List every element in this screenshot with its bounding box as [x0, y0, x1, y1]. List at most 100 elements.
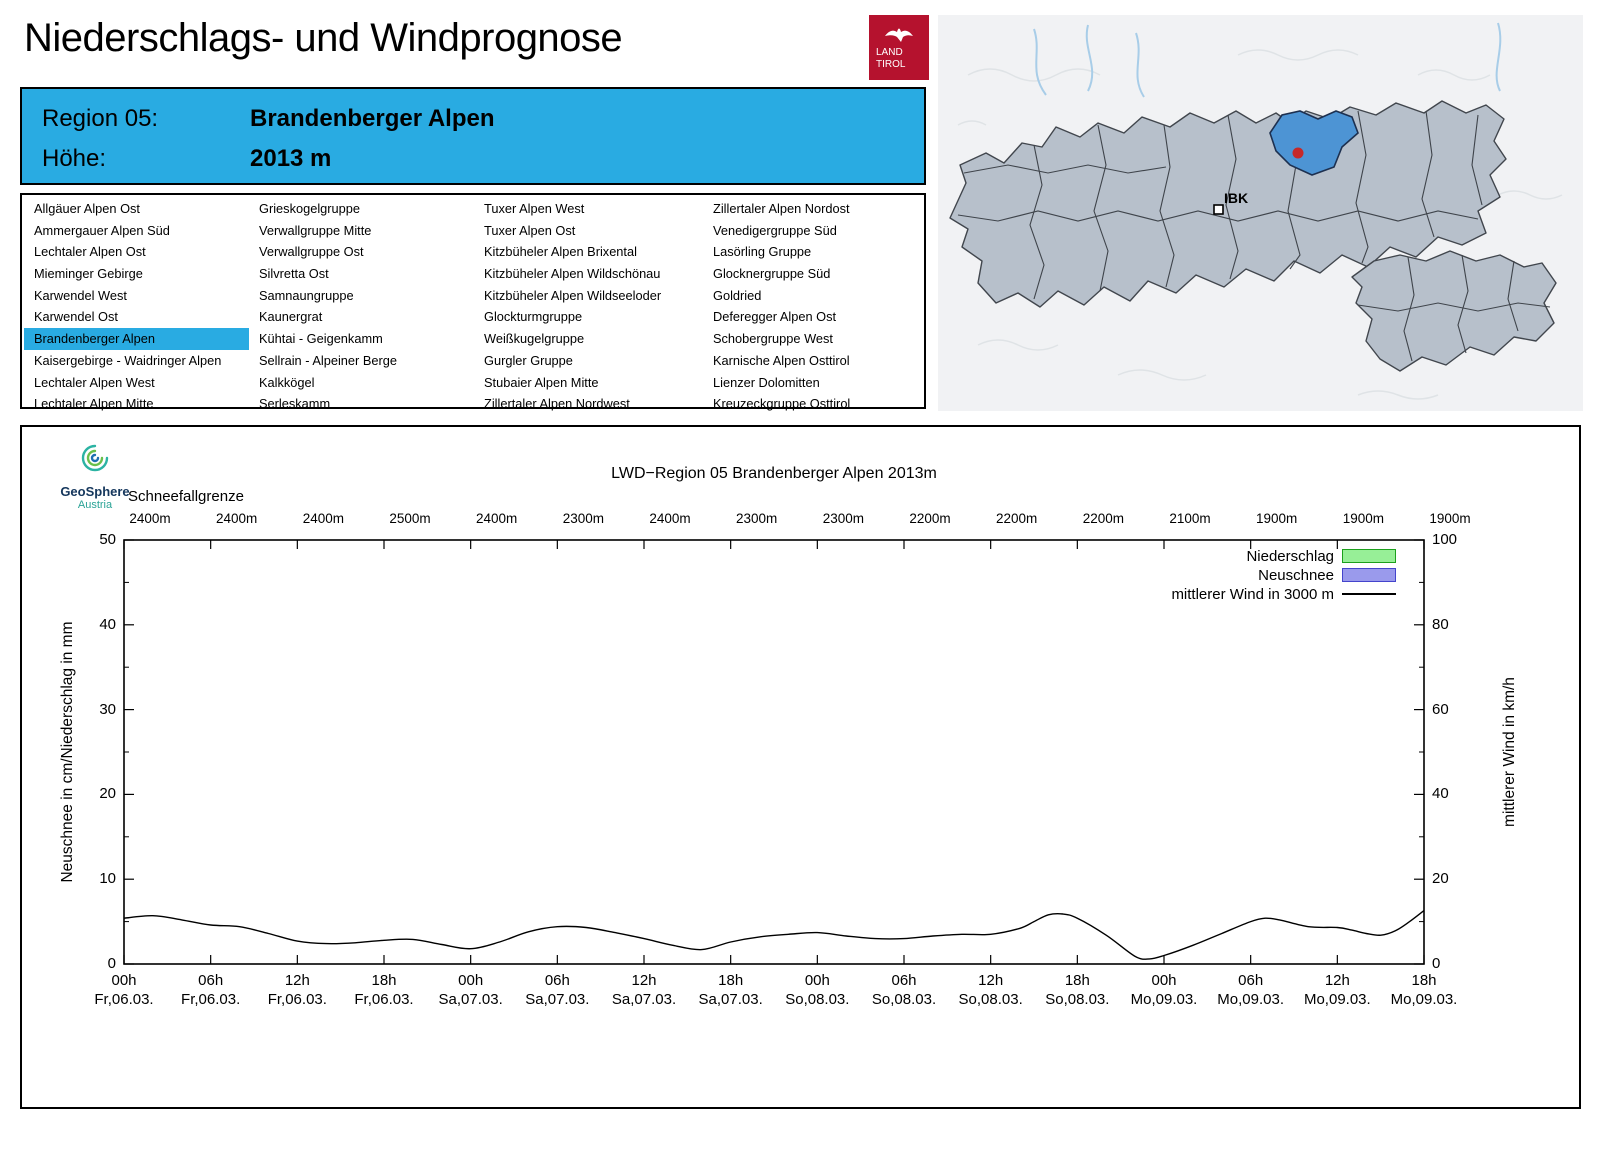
region-list-item[interactable]: Kreuzeckgruppe Osttirol — [713, 396, 851, 412]
x-tick-date: Fr,06.03. — [181, 991, 241, 1008]
region-list-item[interactable]: Stubaier Alpen Mitte — [484, 374, 599, 390]
region-list-item[interactable]: Kühtai - Geigenkamm — [259, 331, 383, 347]
y-tick-label-right: 0 — [1432, 955, 1441, 972]
region-list-item[interactable]: Glocknergruppe Süd — [713, 266, 831, 282]
region-list-item[interactable]: Lechtaler Alpen West — [34, 374, 155, 390]
region-list-item[interactable]: Mieminger Gebirge — [34, 266, 143, 282]
region-list-item[interactable]: Lasörling Gruppe — [713, 244, 812, 260]
region-list-item[interactable]: Verwallgruppe Mitte — [259, 222, 372, 238]
region-list-column: Allgäuer Alpen Ost Ammergauer Alpen Süd Le… — [24, 198, 249, 415]
snowline-value: 2200m — [909, 511, 951, 526]
region-list-item[interactable]: Grieskogelgruppe — [259, 201, 361, 216]
snowline-value: 2100m — [1169, 511, 1211, 526]
region-list-item[interactable]: Ammergauer Alpen Süd — [34, 222, 170, 238]
legend-row: Neuschnee — [1258, 566, 1396, 584]
x-tick-hour: 00h — [804, 972, 830, 989]
region-list-item[interactable]: Zillertaler Alpen Nordost — [713, 201, 850, 216]
terrain-squiggles — [957, 49, 1563, 400]
region-list-item[interactable]: Kaunergrat — [259, 309, 323, 325]
y-tick-label-left: 0 — [107, 955, 116, 972]
region-list-item[interactable]: Kitzbüheler Alpen Wildseeloder — [484, 287, 662, 303]
region-list-item[interactable]: Kalkkögel — [259, 374, 315, 390]
snowline-value: 2300m — [822, 511, 864, 526]
region-list-item[interactable]: Weißkugelgruppe — [484, 331, 585, 347]
x-tick-hour: 12h — [1324, 972, 1350, 989]
x-tick-date: Sa,07.03. — [698, 991, 763, 1008]
region-list-item[interactable]: Kaisergebirge - Waidringer Alpen — [34, 352, 222, 368]
legend-swatch — [1342, 593, 1396, 595]
region-list-item[interactable]: Schobergruppe West — [713, 331, 833, 347]
region-list-item[interactable]: Venedigergruppe Süd — [713, 222, 837, 238]
x-tick-hour: 06h — [544, 972, 570, 989]
region-list-item[interactable]: Gurgler Gruppe — [484, 352, 573, 368]
tirol-map[interactable]: IBK — [938, 15, 1583, 411]
snowline-value: 2400m — [476, 511, 518, 526]
page-title: Niederschlags- und Windprognose — [24, 16, 623, 60]
region-list-item[interactable]: Glockturmgruppe — [484, 309, 583, 325]
height-label: Höhe: — [42, 145, 107, 172]
x-tick-date: Fr,06.03. — [94, 991, 154, 1008]
geosphere-sub: Austria — [77, 499, 113, 511]
region-list-item[interactable]: Tuxer Alpen West — [484, 201, 585, 216]
x-tick-hour: 18h — [1064, 972, 1090, 989]
snowline-value: 2400m — [302, 511, 344, 526]
y-tick-label-right: 20 — [1432, 870, 1449, 888]
region-list-item[interactable]: Tuxer Alpen Ost — [484, 222, 576, 238]
region-name-value: Brandenberger Alpen — [250, 105, 495, 132]
region-list-item[interactable]: Goldried — [713, 287, 762, 303]
snowline-label: Schneefallgrenze — [128, 488, 244, 505]
x-tick-date: Mo,09.03. — [1303, 991, 1371, 1008]
legend-row: Niederschlag — [1246, 547, 1396, 565]
x-tick-date: Fr,06.03. — [267, 991, 327, 1008]
region-list-item[interactable]: Samnaungruppe — [259, 287, 354, 303]
y-tick-label-left: 10 — [99, 870, 116, 888]
region-list-item[interactable]: Deferegger Alpen Ost — [713, 309, 837, 325]
x-tick-hour: 18h — [1411, 972, 1437, 989]
map-region-east-tirol[interactable] — [1351, 250, 1557, 372]
y-tick-label-right: 40 — [1432, 785, 1449, 803]
map-region-north-tirol[interactable] — [949, 100, 1507, 308]
snowline-value: 2400m — [216, 511, 258, 526]
x-tick-date: Sa,07.03. — [611, 991, 677, 1008]
geosphere-logo: GeoSphere Austria — [52, 441, 138, 511]
geosphere-name: GeoSphere — [60, 484, 130, 499]
y-tick-label-left: 30 — [99, 700, 116, 718]
region-list-item[interactable]: Zillertaler Alpen Nordwest — [484, 396, 630, 412]
region-list-item[interactable]: Verwallgruppe Ost — [259, 244, 364, 260]
region-list-item[interactable]: Sellrain - Alpeiner Berge — [259, 352, 397, 368]
y-tick-label-right: 60 — [1432, 700, 1449, 718]
region-list-item[interactable]: Karnische Alpen Osttirol — [713, 352, 850, 368]
region-list-item[interactable]: Karwendel Ost — [34, 309, 118, 325]
snowline-value: 2200m — [996, 511, 1038, 526]
x-tick-hour: 18h — [371, 972, 397, 989]
y-tick-label-left: 40 — [99, 615, 116, 633]
legend-row: mittlerer Wind in 3000 m — [1171, 585, 1396, 603]
tirol-eagle-icon — [885, 28, 913, 42]
forecast-chart-panel: GeoSphere Austria LWD−Region 05 Brandenb… — [20, 425, 1581, 1109]
x-tick-hour: 06h — [1238, 972, 1264, 989]
region-list-item[interactable]: Silvretta Ost — [259, 266, 329, 282]
x-tick-date: Fr,06.03. — [354, 991, 414, 1008]
y-tick-label-left: 50 — [99, 531, 116, 548]
region-list-item[interactable]: Allgäuer Alpen Ost — [34, 201, 140, 216]
region-list-item[interactable]: Serleskamm — [259, 396, 331, 412]
snowline-value: 2300m — [736, 511, 778, 526]
region-list-item[interactable]: Karwendel West — [34, 287, 127, 303]
region-list-item[interactable]: Lechtaler Alpen Mitte — [34, 396, 154, 412]
river-lines — [1033, 22, 1502, 98]
y-tick-label-right: 100 — [1432, 531, 1458, 548]
map-selected-region[interactable] — [1269, 110, 1359, 176]
region-list-column: Tuxer Alpen West Tuxer Alpen Ost Kitzbühel… — [474, 198, 699, 415]
x-tick-date: Sa,07.03. — [525, 991, 590, 1008]
region-list-item[interactable]: Kitzbüheler Alpen Brixental — [484, 244, 637, 260]
x-tick-date: So,08.03. — [1045, 991, 1110, 1008]
region-list-item[interactable]: Lechtaler Alpen Ost — [34, 244, 146, 260]
region-list-item[interactable]: Lienzer Dolomitten — [713, 374, 820, 390]
snowline-value: 2500m — [389, 511, 431, 526]
snowline-value: 2300m — [562, 511, 604, 526]
region-list-item[interactable]: Brandenberger Alpen — [24, 328, 249, 350]
region-list-item[interactable]: Kitzbüheler Alpen Wildschönau — [484, 266, 661, 282]
y-axis-left-title: Neuschnee in cm/Niederschlag in mm — [59, 621, 76, 883]
y-axis-right-title: mittlerer Wind in km/h — [1501, 677, 1518, 827]
x-tick-hour: 00h — [458, 972, 484, 989]
